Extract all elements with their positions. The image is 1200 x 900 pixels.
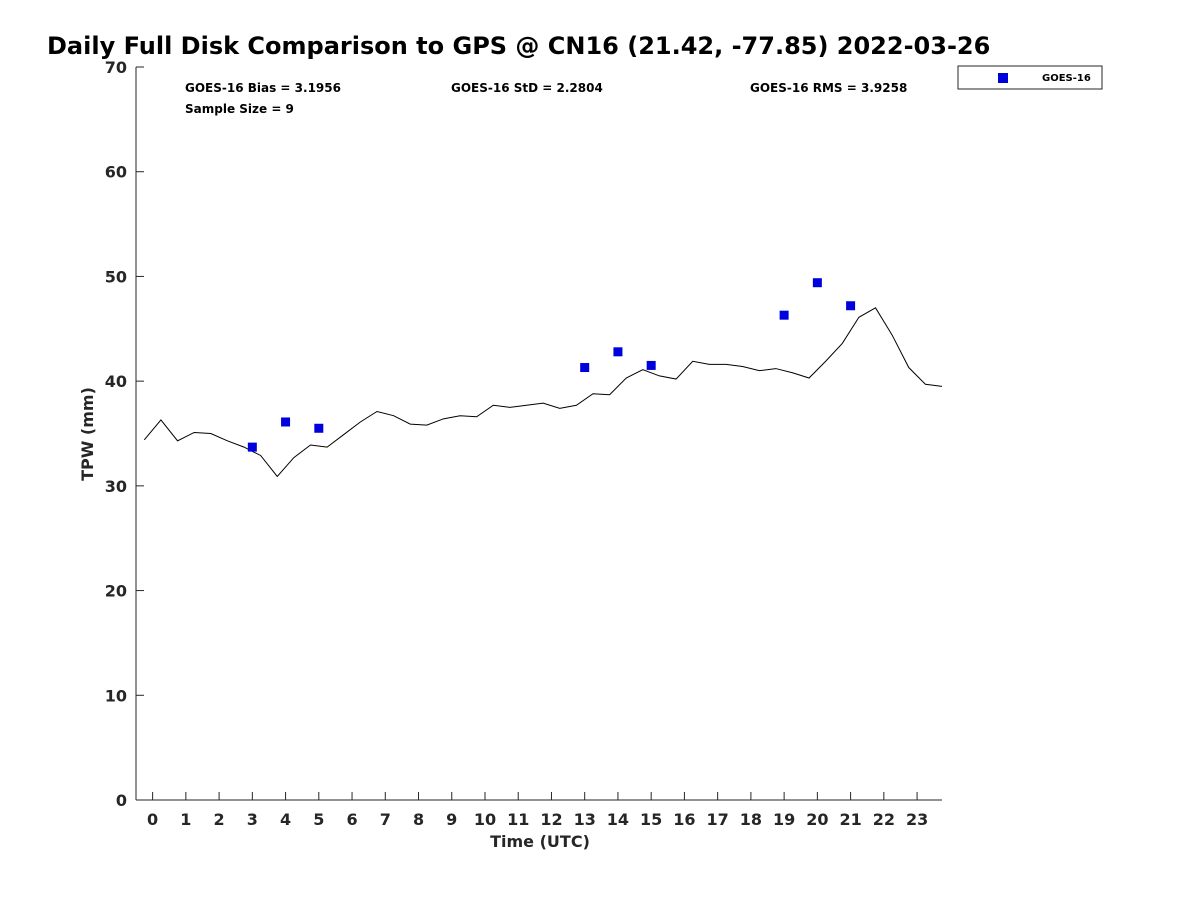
rms-stat: GOES-16 RMS = 3.9258 — [750, 81, 907, 95]
x-tick-label: 5 — [313, 810, 324, 829]
goes16-point — [247, 442, 257, 452]
x-axis-ticks: 0 1 2 3 4 5 6 7 8 9 10 11 12 13 14 15 16 17 18 19 20 21 22 23 — [147, 792, 928, 829]
x-tick-label: 10 — [474, 810, 496, 829]
y-tick-label: 70 — [105, 58, 127, 77]
x-tick-label: 8 — [413, 810, 424, 829]
legend-label-goes16: GOES-16 — [1042, 73, 1091, 84]
x-tick-label: 21 — [839, 810, 861, 829]
sample-size-stat: Sample Size = 9 — [185, 102, 294, 116]
goes16-point — [812, 278, 822, 288]
y-tick-label: 0 — [116, 791, 127, 810]
chart-title: Daily Full Disk Comparison to GPS @ CN16… — [47, 32, 990, 60]
legend-marker-square-icon — [998, 73, 1008, 83]
legend: GOES-16 — [957, 65, 1103, 90]
y-tick-label: 50 — [105, 267, 127, 286]
x-tick-label: 3 — [247, 810, 258, 829]
y-tick-label: 40 — [105, 372, 127, 391]
x-tick-label: 7 — [380, 810, 391, 829]
x-tick-label: 16 — [673, 810, 695, 829]
x-tick-label: 11 — [507, 810, 529, 829]
x-tick-label: 23 — [906, 810, 928, 829]
y-axis-ticks: 0 10 20 30 40 50 60 70 — [105, 58, 144, 810]
x-tick-label: 12 — [540, 810, 562, 829]
series-layer — [143, 278, 943, 478]
goes16-point — [580, 363, 590, 373]
x-tick-label: 13 — [574, 810, 596, 829]
x-axis-label: Time (UTC) — [490, 832, 590, 851]
goes16-point — [779, 310, 789, 320]
y-tick-label: 60 — [105, 163, 127, 182]
x-tick-label: 18 — [740, 810, 762, 829]
y-tick-label: 30 — [105, 477, 127, 496]
std-stat: GOES-16 StD = 2.2804 — [451, 81, 603, 95]
gps-tpw-line — [143, 307, 943, 478]
y-tick-label: 10 — [105, 686, 127, 705]
x-tick-label: 0 — [147, 810, 158, 829]
goes16-point — [646, 360, 656, 370]
x-tick-label: 20 — [806, 810, 828, 829]
x-tick-label: 2 — [214, 810, 225, 829]
y-axis-label: TPW (mm) — [78, 387, 97, 481]
x-tick-label: 15 — [640, 810, 662, 829]
goes16-point — [314, 423, 324, 433]
legend-box — [957, 65, 1103, 90]
x-tick-label: 4 — [280, 810, 291, 829]
x-tick-label: 22 — [873, 810, 895, 829]
x-tick-label: 9 — [446, 810, 457, 829]
x-tick-label: 17 — [707, 810, 729, 829]
x-tick-label: 6 — [346, 810, 357, 829]
goes16-point — [846, 301, 856, 311]
x-tick-label: 19 — [773, 810, 795, 829]
y-tick-label: 20 — [105, 582, 127, 601]
goes16-point — [281, 417, 291, 427]
x-tick-label: 1 — [180, 810, 191, 829]
bias-stat: GOES-16 Bias = 3.1956 — [185, 81, 341, 95]
x-tick-label: 14 — [607, 810, 629, 829]
goes16-point — [613, 347, 623, 357]
